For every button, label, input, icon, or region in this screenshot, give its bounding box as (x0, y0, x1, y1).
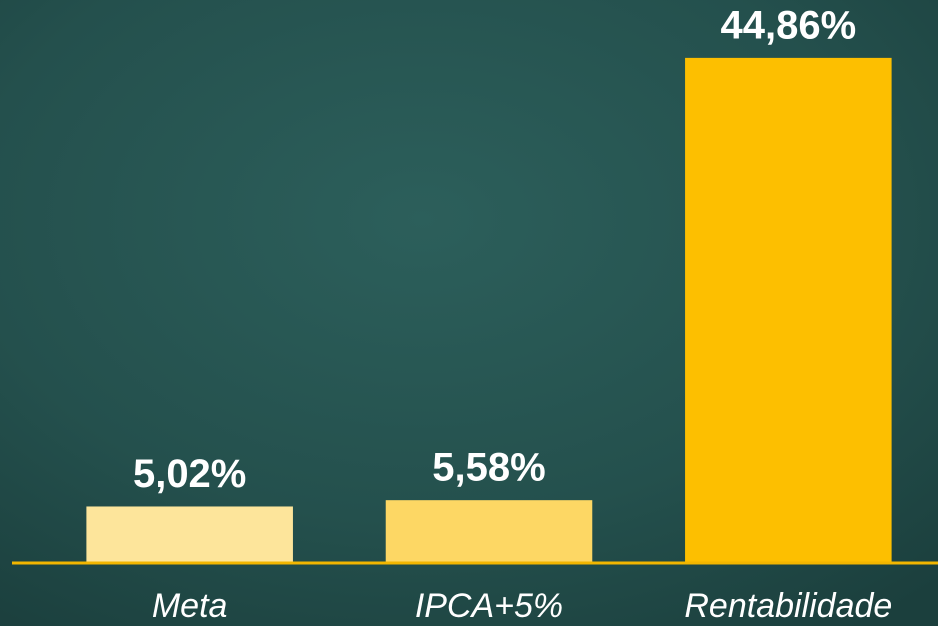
bar (385, 500, 593, 563)
x-tick-label: IPCA+5% (415, 587, 563, 625)
value-label: 5,02% (133, 452, 246, 496)
bar (86, 506, 293, 563)
value-label: 5,58% (432, 446, 545, 490)
bar (685, 57, 892, 563)
x-tick-label: Rentabilidade (684, 587, 892, 625)
value-label: 44,86% (720, 3, 856, 47)
x-tick-label: Meta (152, 587, 228, 625)
